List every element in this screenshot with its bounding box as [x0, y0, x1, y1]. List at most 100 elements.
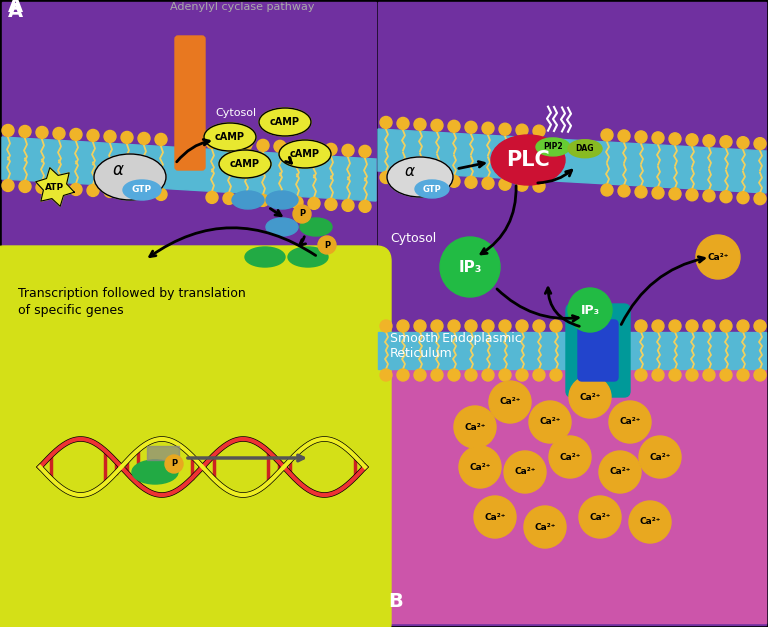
Circle shape [533, 125, 545, 137]
Text: Ca²⁺: Ca²⁺ [589, 512, 611, 522]
Text: Ca²⁺: Ca²⁺ [499, 398, 521, 406]
FancyBboxPatch shape [2, 2, 376, 625]
Circle shape [465, 320, 477, 332]
Ellipse shape [279, 140, 331, 168]
Text: PLC: PLC [506, 150, 550, 170]
Circle shape [165, 455, 183, 473]
Circle shape [550, 320, 562, 332]
Circle shape [754, 138, 766, 150]
Circle shape [240, 139, 252, 150]
Circle shape [206, 191, 218, 203]
Circle shape [397, 369, 409, 381]
Ellipse shape [245, 247, 285, 267]
Circle shape [629, 501, 671, 543]
Circle shape [720, 191, 732, 203]
Circle shape [138, 187, 150, 199]
Text: IP₃: IP₃ [581, 303, 600, 317]
Ellipse shape [491, 135, 565, 185]
FancyBboxPatch shape [175, 36, 205, 170]
Text: B: B [388, 592, 402, 611]
Circle shape [223, 137, 235, 149]
Circle shape [342, 199, 354, 211]
Text: Smooth Endoplasmic: Smooth Endoplasmic [390, 332, 521, 345]
Text: IP₃: IP₃ [458, 260, 482, 275]
Text: Ca²⁺: Ca²⁺ [465, 423, 485, 431]
Circle shape [380, 369, 392, 381]
Circle shape [618, 185, 630, 197]
Circle shape [397, 172, 409, 184]
Circle shape [703, 369, 715, 381]
Text: ATP: ATP [45, 182, 65, 191]
Text: P: P [299, 209, 305, 218]
Circle shape [489, 381, 531, 423]
Circle shape [465, 369, 477, 381]
Text: Ca²⁺: Ca²⁺ [535, 522, 556, 532]
Circle shape [431, 320, 443, 332]
Circle shape [36, 127, 48, 139]
Circle shape [499, 123, 511, 135]
Circle shape [568, 288, 612, 332]
Polygon shape [35, 167, 74, 206]
Circle shape [36, 181, 48, 194]
Ellipse shape [300, 218, 332, 236]
Circle shape [686, 320, 698, 332]
Text: cAMP: cAMP [215, 132, 245, 142]
Text: cAMP: cAMP [290, 149, 320, 159]
Text: Ca²⁺: Ca²⁺ [485, 512, 505, 522]
Circle shape [293, 205, 311, 223]
Circle shape [325, 198, 337, 211]
Circle shape [414, 320, 426, 332]
FancyBboxPatch shape [378, 332, 766, 369]
Circle shape [499, 178, 511, 190]
Circle shape [635, 131, 647, 143]
Circle shape [533, 180, 545, 192]
Text: Ca²⁺: Ca²⁺ [609, 468, 631, 477]
Circle shape [431, 174, 443, 186]
Circle shape [737, 192, 749, 204]
FancyBboxPatch shape [378, 2, 766, 625]
Circle shape [274, 196, 286, 208]
Circle shape [291, 141, 303, 154]
Circle shape [652, 187, 664, 199]
Circle shape [533, 369, 545, 381]
Text: Ca²⁺: Ca²⁺ [707, 253, 729, 261]
Circle shape [70, 129, 82, 140]
Text: Ca²⁺: Ca²⁺ [619, 418, 641, 426]
Ellipse shape [204, 123, 256, 151]
Circle shape [19, 181, 31, 192]
Circle shape [652, 369, 664, 381]
Circle shape [635, 186, 647, 198]
Circle shape [155, 189, 167, 201]
Circle shape [19, 125, 31, 137]
Circle shape [579, 496, 621, 538]
Text: A: A [8, 2, 23, 21]
FancyBboxPatch shape [566, 304, 630, 397]
Circle shape [482, 320, 494, 332]
Circle shape [70, 184, 82, 196]
Circle shape [533, 320, 545, 332]
Circle shape [669, 188, 681, 200]
Circle shape [104, 130, 116, 142]
Polygon shape [2, 137, 376, 201]
Circle shape [703, 320, 715, 332]
Ellipse shape [232, 191, 264, 209]
Circle shape [274, 140, 286, 152]
Circle shape [448, 320, 460, 332]
Circle shape [652, 132, 664, 144]
Circle shape [318, 236, 336, 254]
Circle shape [703, 135, 715, 147]
Ellipse shape [387, 157, 453, 197]
Circle shape [2, 179, 14, 191]
Circle shape [308, 142, 320, 154]
Circle shape [635, 320, 647, 332]
Ellipse shape [415, 180, 449, 198]
Circle shape [308, 198, 320, 209]
Text: Reticulum: Reticulum [390, 347, 453, 360]
Circle shape [516, 124, 528, 136]
Text: PIP2: PIP2 [543, 142, 563, 152]
Circle shape [155, 134, 167, 145]
Text: cAMP: cAMP [270, 117, 300, 127]
Circle shape [397, 320, 409, 332]
Circle shape [686, 369, 698, 381]
Circle shape [482, 177, 494, 189]
